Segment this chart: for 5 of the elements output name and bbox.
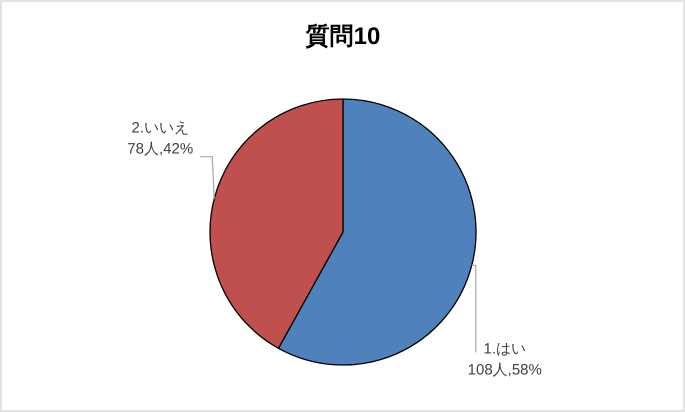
data-label: 78人,42% (127, 140, 194, 158)
slice-label: 1.はい (483, 340, 526, 358)
data-label: 108人,58% (468, 361, 542, 378)
slice-label: 2.いいえ (131, 120, 190, 137)
chart-title: 質問10 (304, 23, 380, 50)
